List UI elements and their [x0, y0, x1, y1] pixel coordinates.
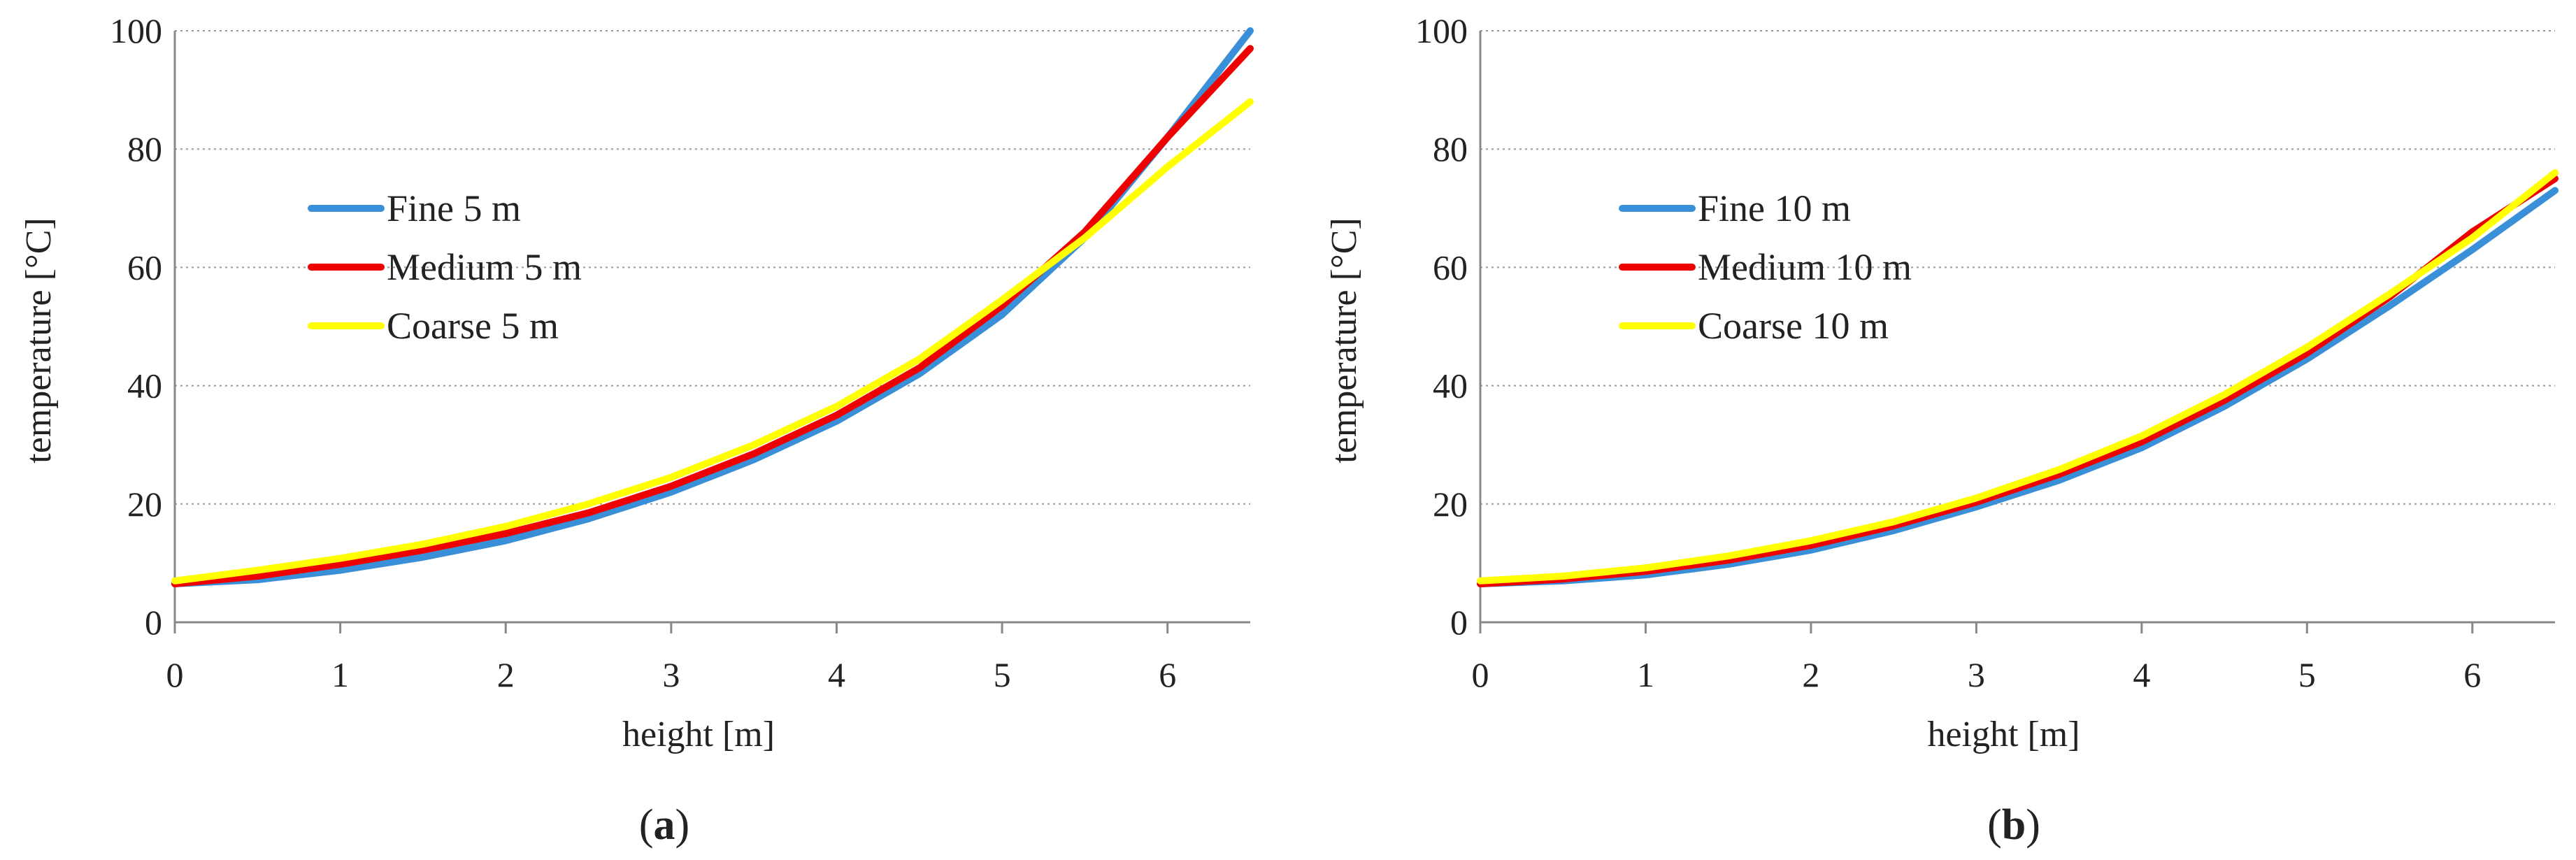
y-tick-label: 20 — [127, 485, 162, 524]
y-axis-label: temperature [°C] — [19, 217, 59, 463]
y-tick-label: 80 — [127, 129, 162, 169]
legend-label: Medium 5 m — [387, 246, 582, 288]
series-line-3 — [1477, 169, 2559, 585]
x-tick-label: 5 — [994, 655, 1011, 694]
y-tick-label: 100 — [110, 11, 162, 50]
y-tick-label: 0 — [145, 603, 162, 642]
y-tick-label: 40 — [127, 366, 162, 406]
x-tick-label: 4 — [2133, 655, 2150, 694]
x-tick-label: 0 — [1472, 655, 1489, 694]
series-line-2 — [1477, 175, 2559, 587]
x-tick-label: 5 — [2298, 655, 2316, 694]
y-tick-label: 20 — [1433, 485, 1468, 524]
legend-label: Medium 10 m — [1698, 246, 1912, 288]
x-tick-label: 1 — [1637, 655, 1654, 694]
legend-label: Fine 10 m — [1698, 187, 1851, 229]
chart-panel-b: 0 20 40 60 80 100 0 1 2 3 4 5 6 Fine 10 m Medium 10 m C… — [1324, 11, 2559, 849]
x-tick-label: 6 — [1159, 655, 1176, 694]
x-tick-label: 3 — [1968, 655, 1985, 694]
x-tick-label: 2 — [497, 655, 515, 694]
legend-label: Coarse 5 m — [387, 305, 559, 347]
x-tick-label: 1 — [331, 655, 349, 694]
y-tick-label: 80 — [1433, 129, 1468, 169]
y-tick-label: 40 — [1433, 366, 1468, 406]
x-tick-label: 6 — [2463, 655, 2481, 694]
panel-label: (b) — [1987, 801, 2040, 849]
y-tick-label: 0 — [1450, 603, 1468, 642]
x-axis-label: height [m] — [1927, 715, 2080, 754]
x-tick-label: 4 — [828, 655, 845, 694]
chart-panel-a: 0 20 40 60 80 100 0 1 2 3 4 5 6 Fine 5 m Medium 5 m Coa… — [19, 11, 1254, 849]
legend-label: Coarse 10 m — [1698, 305, 1889, 347]
x-tick-label: 3 — [662, 655, 680, 694]
y-axis-label: temperature [°C] — [1324, 217, 1364, 463]
legend-label: Fine 5 m — [387, 187, 521, 229]
y-tick-label: 60 — [127, 248, 162, 287]
y-tick-label: 60 — [1433, 248, 1468, 287]
series-line-3 — [171, 98, 1254, 585]
x-tick-label: 2 — [1802, 655, 1819, 694]
x-axis-label: height [m] — [622, 715, 775, 754]
series-line-1 — [1477, 187, 2559, 587]
panel-label: (a) — [639, 801, 689, 849]
y-tick-label: 100 — [1415, 11, 1468, 50]
x-tick-label: 0 — [166, 655, 184, 694]
series-line-1 — [171, 27, 1254, 587]
